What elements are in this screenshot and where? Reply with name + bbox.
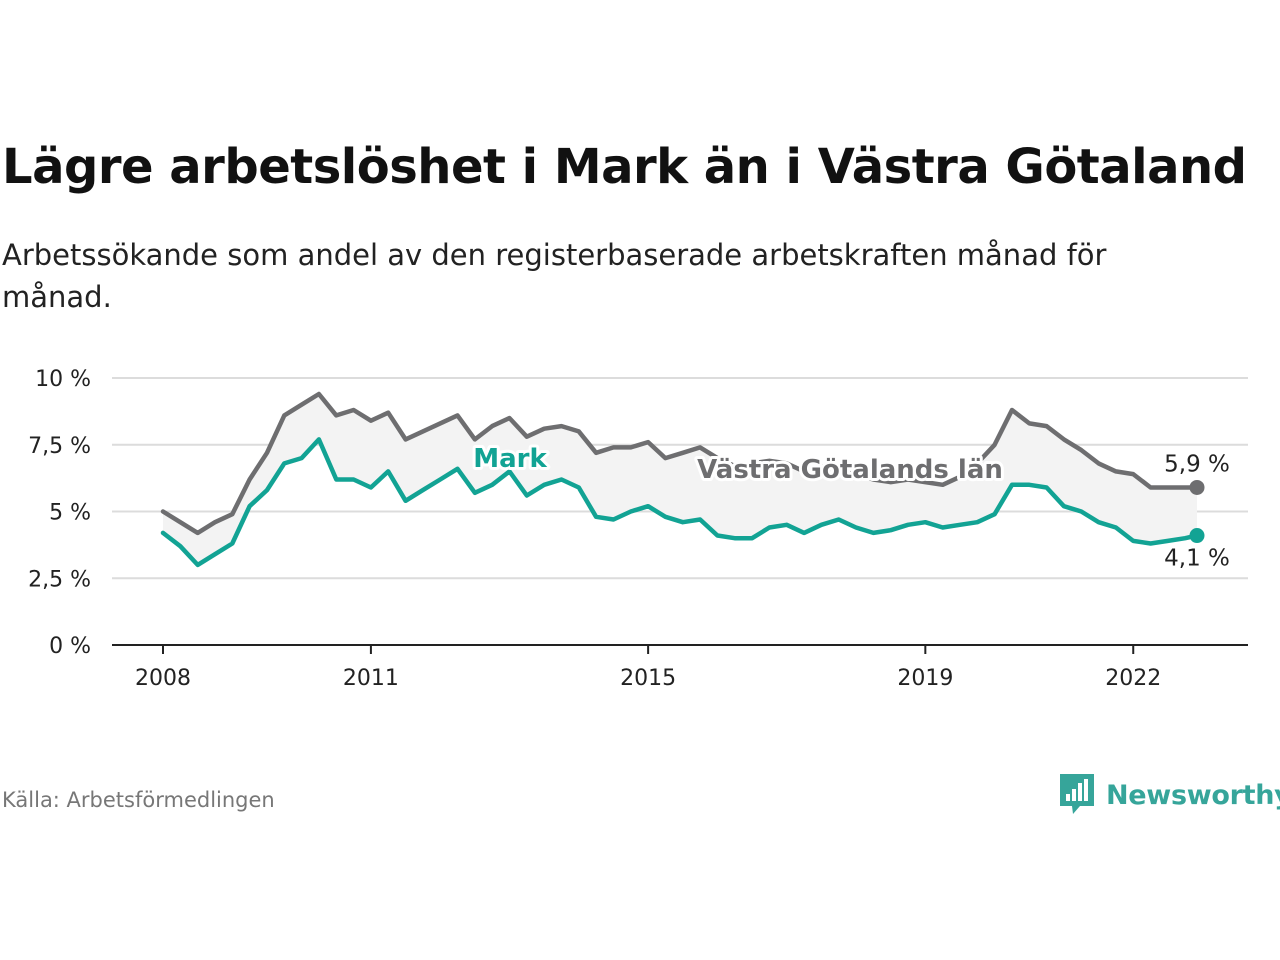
- series-label-vastra-gotaland: Västra Götalands län: [697, 455, 1003, 485]
- brand-logo: Newsworthy: [1058, 772, 1280, 818]
- series-label-mark: Mark: [473, 444, 547, 474]
- end-point-mark: [1189, 528, 1205, 544]
- y-tick-label: 2,5 %: [28, 567, 91, 592]
- x-tick-labels: 2008 2011 2015 2019 2022: [135, 666, 1161, 691]
- end-label-vastra-gotaland: 5,9 %: [1164, 451, 1230, 477]
- newsworthy-logo-icon: [1060, 774, 1094, 814]
- line-chart: 0 % 2,5 % 5 % 7,5 % 10 % 2008 2011 2015 2019 202…: [28, 367, 1248, 691]
- x-tick-label: 2015: [620, 666, 676, 691]
- y-tick-label: 7,5 %: [28, 434, 91, 459]
- y-tick-label: 10 %: [35, 367, 91, 392]
- x-tick-label: 2022: [1105, 666, 1161, 691]
- series-line-mark: [160, 437, 1200, 568]
- source-note: Källa: Arbetsförmedlingen: [2, 788, 275, 812]
- gap-band: [163, 394, 1197, 565]
- y-tick-label: 5 %: [49, 501, 91, 526]
- chart-subtitle: Arbetssökande som andel av den registerb…: [2, 238, 1107, 314]
- y-tick-labels: 0 % 2,5 % 5 % 7,5 % 10 %: [28, 367, 91, 659]
- x-tick-label: 2008: [135, 666, 191, 691]
- y-tick-label: 0 %: [49, 634, 91, 659]
- x-tick-label: 2011: [343, 666, 399, 691]
- series-line-vastra-gotaland: [160, 391, 1200, 536]
- chart-title: Lägre arbetslöshet i Mark än i Västra Gö…: [2, 139, 1247, 195]
- x-tick-marks: [162, 645, 1135, 654]
- x-tick-label: 2019: [897, 666, 953, 691]
- end-point-vastra-gotaland: [1189, 479, 1205, 495]
- end-label-mark: 4,1 %: [1164, 546, 1230, 572]
- brand-name: Newsworthy: [1106, 779, 1280, 811]
